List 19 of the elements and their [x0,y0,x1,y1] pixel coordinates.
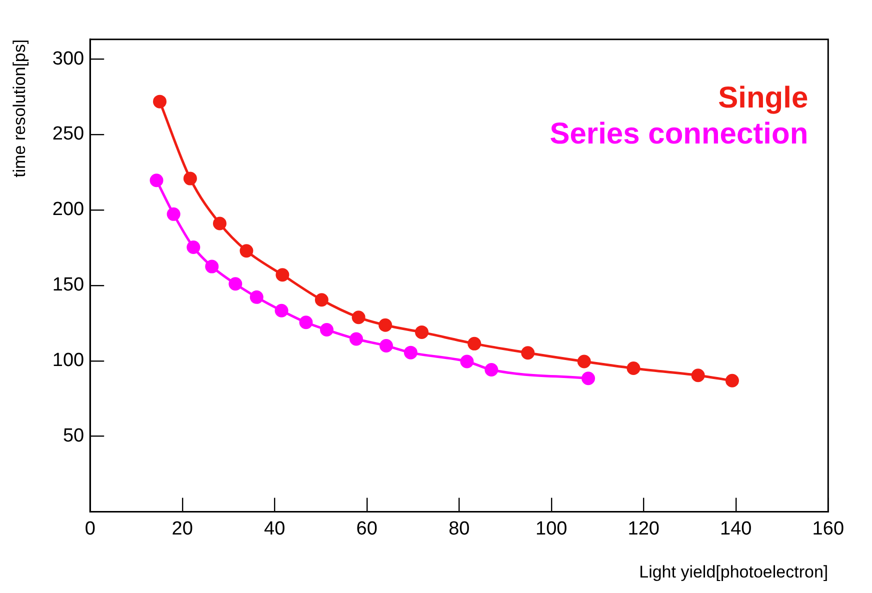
x-axis-title: Light yield[photoelectron] [639,562,828,582]
x-tick-label: 160 [812,518,844,540]
x-tick-label: 100 [536,518,568,540]
y-tick-label: 200 [52,199,84,220]
x-tick-label: 120 [628,518,660,540]
x-tick-label: 80 [448,518,470,540]
text: Series connection [550,118,808,151]
x-tick-label: 0 [84,518,96,540]
y-tick-label: 250 [52,124,84,145]
x-tick-label: 60 [356,518,378,540]
text: Single [718,82,808,115]
x-tick-label: 20 [172,518,193,540]
y-tick-label: 150 [52,274,84,296]
y-tick-label: 100 [52,350,84,372]
y-tick-label: 50 [62,426,84,447]
y-axis-title: time resolution[ps] [10,39,29,178]
x-tick-label: 40 [264,518,286,540]
x-tick-label: 140 [720,518,752,540]
y-tick-label: 300 [52,48,84,70]
